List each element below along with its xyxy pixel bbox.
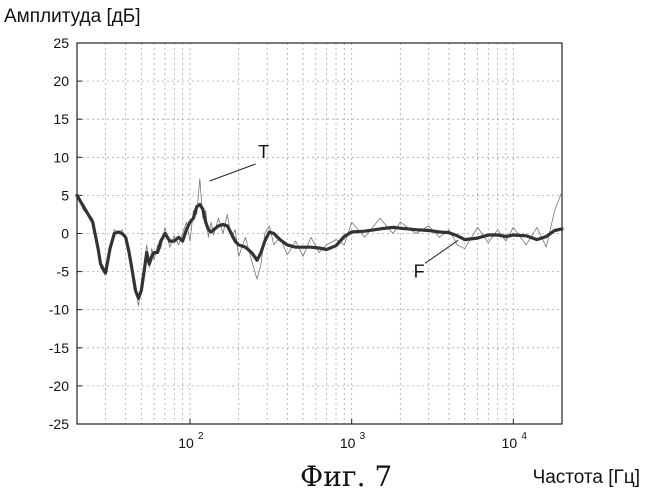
series-line-T (77, 179, 562, 306)
tick-labels: 2520151050-5-10-15-20-25102103104 (49, 35, 528, 451)
annotation-leader (210, 164, 256, 181)
x-tick-label: 10 (340, 435, 356, 451)
y-tick-label: 5 (61, 187, 69, 203)
y-tick-label: -15 (49, 340, 69, 356)
y-tick-label: -10 (49, 302, 69, 318)
x-tick-exponent: 3 (360, 431, 366, 442)
series-line-F (77, 195, 562, 298)
x-tick-exponent: 4 (521, 431, 527, 442)
x-tick-label: 10 (502, 435, 518, 451)
annotation-label-T: T (258, 142, 269, 162)
annotations: TF (210, 142, 458, 281)
y-tick-label: -25 (49, 416, 69, 432)
x-tick-exponent: 2 (198, 431, 204, 442)
x-tick-label: 10 (178, 435, 194, 451)
y-tick-label: 20 (53, 73, 69, 89)
y-tick-label: 15 (53, 111, 69, 127)
annotation-leader (425, 240, 458, 263)
y-tick-label: 0 (61, 226, 69, 242)
y-tick-label: -20 (49, 378, 69, 394)
y-tick-label: 10 (53, 149, 69, 165)
y-tick-label: -5 (57, 264, 70, 280)
y-tick-label: 25 (53, 35, 69, 51)
annotation-label-F: F (414, 261, 425, 281)
